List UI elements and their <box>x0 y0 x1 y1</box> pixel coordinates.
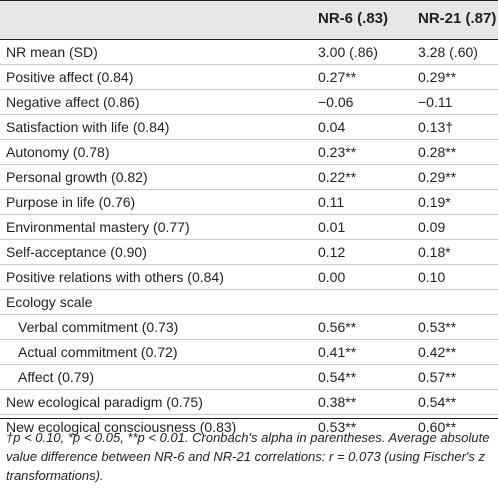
cell-nr21: 0.13† <box>418 119 454 135</box>
cell-nr6: 0.00 <box>318 269 346 285</box>
table-row: Ecology scale <box>0 290 498 315</box>
row-label: Satisfaction with life (0.84) <box>6 119 170 135</box>
cell-nr21: 0.19* <box>418 194 451 210</box>
cell-nr21: 0.29** <box>418 169 457 185</box>
cell-nr21: 0.18* <box>418 244 451 260</box>
row-label: Positive relations with others (0.84) <box>6 269 224 285</box>
row-label: Environmental mastery (0.77) <box>6 219 190 235</box>
cell-nr6: 0.23** <box>318 144 357 160</box>
table-row: Purpose in life (0.76) 0.11 0.19* <box>0 190 498 215</box>
cell-nr6: 0.01 <box>318 219 346 235</box>
cell-nr21: −0.11 <box>418 94 453 110</box>
table-row: Actual commitment (0.72) 0.41** 0.42** <box>0 340 498 365</box>
row-label: Purpose in life (0.76) <box>6 194 136 210</box>
table-header: NR-6 (.83) NR-21 (.87) <box>0 0 498 40</box>
cell-nr21: 3.28 (.60) <box>418 44 478 60</box>
cell-nr21: 0.53** <box>418 319 457 335</box>
table-row: NR mean (SD) 3.00 (.86) 3.28 (.60) <box>0 40 498 65</box>
row-label: Personal growth (0.82) <box>6 169 148 185</box>
cell-nr21: 0.29** <box>418 69 457 85</box>
row-label: NR mean (SD) <box>6 44 98 60</box>
table-row: Verbal commitment (0.73) 0.56** 0.53** <box>0 315 498 340</box>
table-row: Positive relations with others (0.84) 0.0… <box>0 265 498 290</box>
row-label: Ecology scale <box>6 294 93 310</box>
row-label: New ecological paradigm (0.75) <box>6 394 203 410</box>
cell-nr21: 0.57** <box>418 369 457 385</box>
cell-nr6: 0.04 <box>318 119 346 135</box>
row-label: Actual commitment (0.72) <box>18 344 178 360</box>
table-row: Affect (0.79) 0.54** 0.57** <box>0 365 498 390</box>
row-label: Affect (0.79) <box>18 369 95 385</box>
cell-nr21: 0.42** <box>418 344 457 360</box>
column-header-nr6: NR-6 (.83) <box>318 10 389 27</box>
cell-nr6: 0.27** <box>318 69 357 85</box>
row-label: Autonomy (0.78) <box>6 144 110 160</box>
cell-nr6: 3.00 (.86) <box>318 44 378 60</box>
cell-nr21: 0.28** <box>418 144 457 160</box>
row-label: Self-acceptance (0.90) <box>6 244 147 260</box>
cell-nr6: 0.38** <box>318 394 357 410</box>
table-row: New ecological paradigm (0.75) 0.38** 0.54… <box>0 390 498 415</box>
column-header-nr21: NR-21 (.87) <box>418 10 497 27</box>
row-label: Positive affect (0.84) <box>6 69 134 85</box>
row-label: New ecological consciousness (0.83) <box>6 419 237 435</box>
cell-nr6: 0.11 <box>318 194 345 210</box>
table-footnote: †p < 0.10, *p < 0.05, **p < 0.01. Cronba… <box>6 430 490 483</box>
cell-nr6: 0.22** <box>318 169 357 185</box>
cell-nr21: 0.10 <box>418 269 446 285</box>
cell-nr21: 0.54** <box>418 394 457 410</box>
table-row: Negative affect (0.86) −0.06 −0.11 <box>0 90 498 115</box>
table-body: NR mean (SD) 3.00 (.86) 3.28 (.60) Positive… <box>0 40 498 435</box>
cell-nr21: 0.60** <box>418 419 457 435</box>
table-row: Personal growth (0.82) 0.22** 0.29** <box>0 165 498 190</box>
cell-nr6: 0.41** <box>318 344 357 360</box>
row-label: Negative affect (0.86) <box>6 94 140 110</box>
table-row: New ecological consciousness (0.83) 0.53*… <box>0 415 498 439</box>
cell-nr6: 0.56** <box>318 319 357 335</box>
table-row: Positive affect (0.84) 0.27** 0.29** <box>0 65 498 90</box>
cell-nr6: 0.54** <box>318 369 357 385</box>
cell-nr6: 0.53** <box>318 419 357 435</box>
table-row: Self-acceptance (0.90) 0.12 0.18* <box>0 240 498 265</box>
row-label: Verbal commitment (0.73) <box>18 319 179 335</box>
cell-nr6: −0.06 <box>318 94 354 110</box>
table-row: Environmental mastery (0.77) 0.01 0.09 <box>0 215 498 240</box>
cell-nr6: 0.12 <box>318 244 346 260</box>
cell-nr21: 0.09 <box>418 219 446 235</box>
table-row: Autonomy (0.78) 0.23** 0.28** <box>0 140 498 165</box>
table-row: Satisfaction with life (0.84) 0.04 0.13† <box>0 115 498 140</box>
